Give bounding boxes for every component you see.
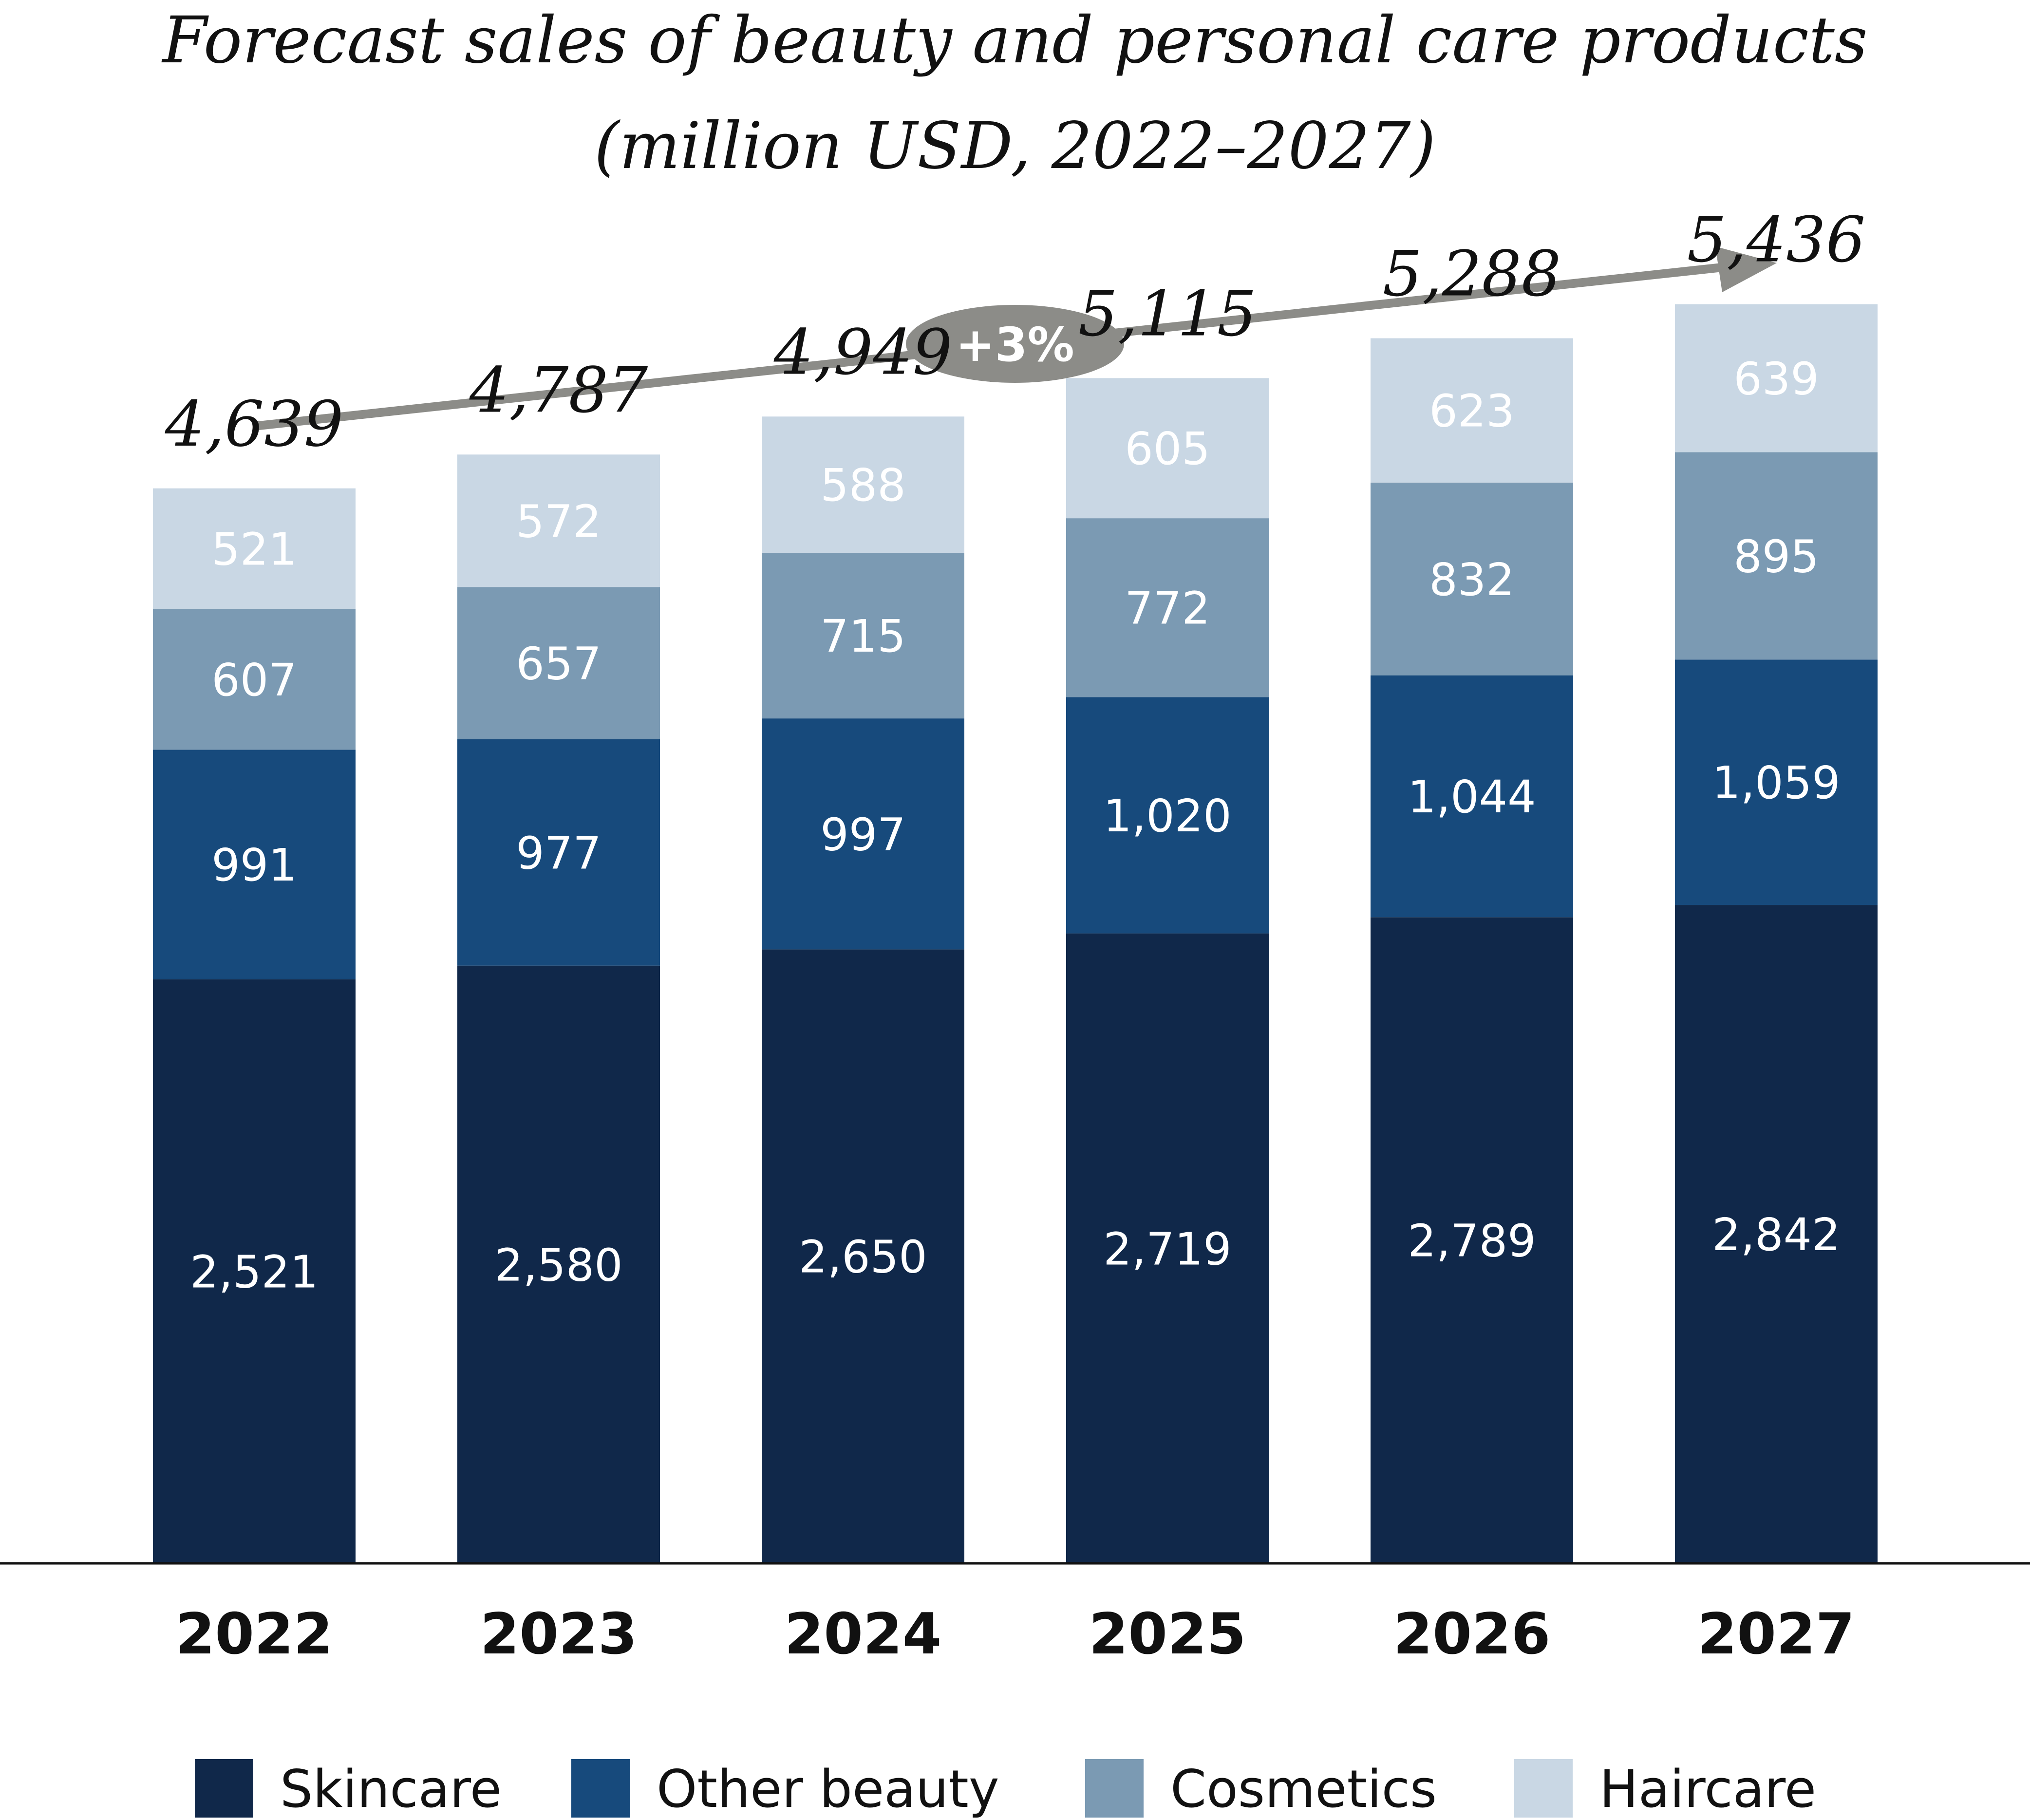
bar-segment-2023-cosmetics [457,587,660,739]
data-label-2022-cosmetics: 607 [211,654,297,706]
total-label-2024: 4,949 [773,316,952,389]
growth-annotation: +3% [254,246,1777,431]
x-tick-label-2026: 2026 [1393,1601,1551,1667]
bar-segment-2022-cosmetics [153,609,356,750]
legend-label-haircare: Haircare [1599,1759,1816,1819]
bar-segment-2022-haircare [153,488,356,609]
bar-segment-2024-other-beauty [762,718,964,950]
bar-segment-2025-haircare [1066,378,1269,519]
growth-badge [906,305,1124,383]
bars-group [153,304,1878,1563]
total-label-2025: 5,115 [1078,278,1257,350]
chart-subtitle: (million USD, 2022–2027) [594,109,1436,184]
bar-segment-2027-other-beauty [1675,659,1878,905]
bar-segment-2025-skincare [1066,933,1269,1563]
data-label-2025-cosmetics: 772 [1125,582,1210,635]
bar-segment-2022-other-beauty [153,750,356,979]
bar-segment-2023-other-beauty [457,739,660,966]
legend-label-other-beauty: Other beauty [657,1759,999,1819]
bar-segment-2024-haircare [762,416,964,553]
x-tick-label-2024: 2024 [785,1601,942,1667]
bar-segment-2026-haircare [1371,338,1573,483]
data-label-2022-skincare: 2,521 [190,1246,318,1298]
data-label-2023-haircare: 572 [516,495,601,547]
data-label-2022-other-beauty: 991 [211,839,297,891]
data-label-2024-cosmetics: 715 [820,610,906,662]
bar-segment-2026-skincare [1371,917,1573,1563]
data-label-2026-other-beauty: 1,044 [1408,771,1536,823]
bar-segment-2023-skincare [457,965,660,1563]
chart-title: Forecast sales of beauty and personal ca… [161,3,1867,78]
legend-swatch-haircare [1514,1759,1573,1818]
legend-swatch-skincare [195,1759,253,1818]
legend-swatch-cosmetics [1085,1759,1144,1818]
data-label-2027-cosmetics: 895 [1733,530,1819,582]
x-tick-label-2023: 2023 [480,1601,638,1667]
bar-segment-2024-cosmetics [762,552,964,719]
bar-segment-2026-other-beauty [1371,675,1573,918]
data-label-2023-cosmetics: 657 [516,638,601,690]
total-label-2022: 4,639 [165,388,343,461]
growth-badge-label: +3% [956,318,1074,372]
data-label-2027-skincare: 2,842 [1712,1209,1840,1261]
data-label-2027-other-beauty: 1,059 [1712,757,1840,809]
data-label-2025-other-beauty: 1,020 [1103,790,1231,842]
data-label-2026-haircare: 623 [1429,385,1515,437]
total-label-2027: 5,436 [1687,204,1865,277]
bar-segment-2027-skincare [1675,905,1878,1563]
bar-segment-2022-skincare [153,979,356,1563]
segment-labels-group: 2,521 991 607 521 2,580 977 657 572 2,650 997 715 5… [190,353,1840,1298]
total-label-2023: 4,787 [469,354,648,427]
legend: Skincare Other beauty Cosmetics Haircare [195,1759,1816,1819]
data-label-2024-haircare: 588 [820,459,906,511]
bar-segment-2025-cosmetics [1066,518,1269,697]
data-label-2024-skincare: 2,650 [799,1231,927,1283]
data-label-2025-haircare: 605 [1125,423,1210,475]
legend-label-skincare: Skincare [280,1759,502,1819]
x-axis-tick-labels: 2022 2023 2024 2025 2026 2027 [176,1601,1855,1667]
bar-segment-2023-haircare [457,454,660,587]
data-label-2024-other-beauty: 997 [820,808,906,861]
data-label-2026-skincare: 2,789 [1408,1215,1536,1267]
x-tick-label-2022: 2022 [176,1601,333,1667]
bar-segment-2025-other-beauty [1066,697,1269,934]
bar-segment-2026-cosmetics [1371,482,1573,675]
bar-segment-2024-skincare [762,949,964,1563]
data-label-2025-skincare: 2,719 [1103,1223,1231,1275]
data-label-2023-other-beauty: 977 [516,827,601,879]
growth-arrow-head-icon [1715,246,1777,292]
x-tick-label-2025: 2025 [1089,1601,1246,1667]
data-label-2022-haircare: 521 [211,524,297,576]
bar-segment-2027-cosmetics [1675,452,1878,660]
total-label-2026: 5,288 [1383,238,1561,310]
legend-swatch-other-beauty [571,1759,630,1818]
x-tick-label-2027: 2027 [1698,1601,1855,1667]
data-label-2026-cosmetics: 832 [1429,554,1515,606]
data-label-2023-skincare: 2,580 [494,1239,622,1291]
data-label-2027-haircare: 639 [1733,353,1819,405]
legend-label-cosmetics: Cosmetics [1170,1759,1437,1819]
bar-segment-2027-haircare [1675,304,1878,452]
total-labels-group: 4,639 4,787 4,949 5,115 5,288 5,436 [165,204,1865,461]
